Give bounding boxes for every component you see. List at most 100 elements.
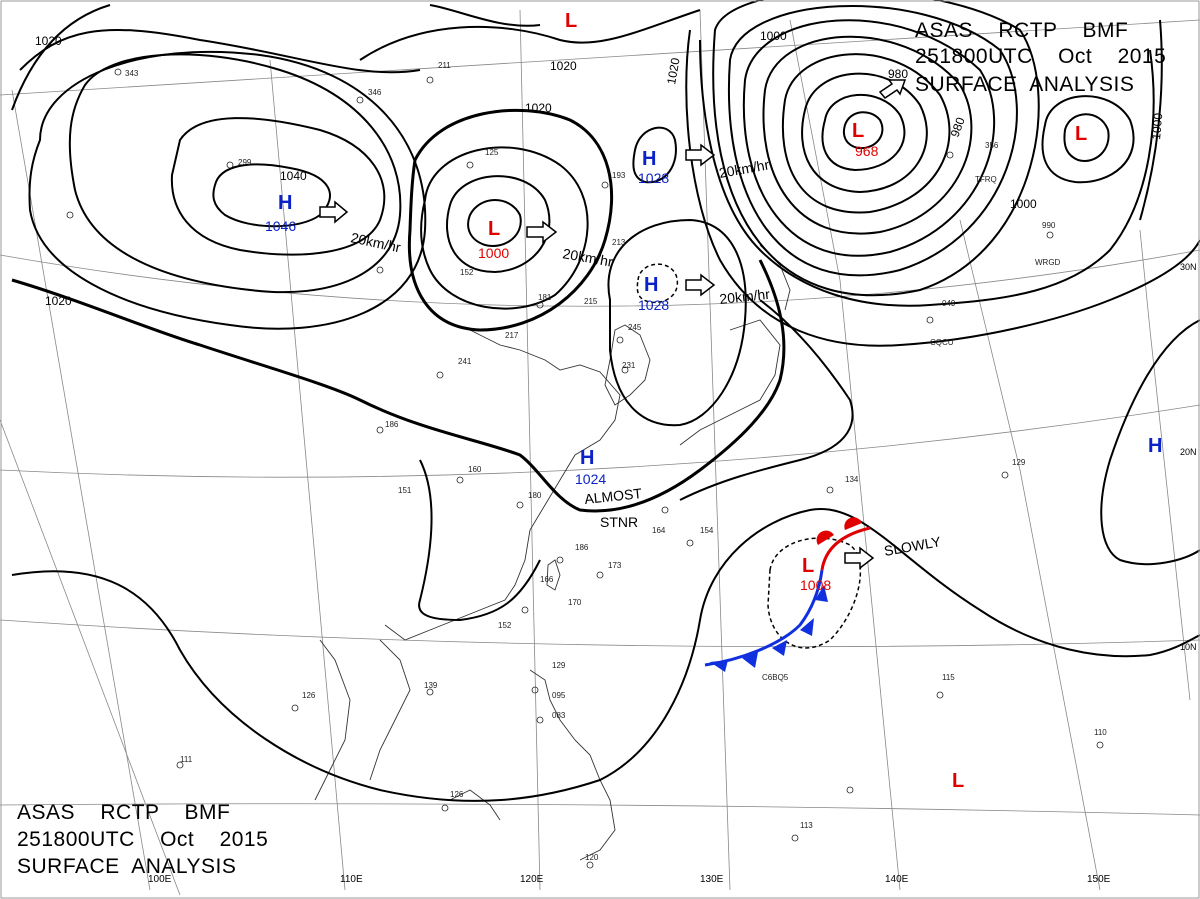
high-center-value: 1028 (638, 170, 669, 186)
longitude-labels: 100E 110E 120E 130E 140E 150E (148, 874, 1111, 885)
isobar-label: 1020 (35, 34, 62, 48)
lon-label: 140E (885, 874, 909, 885)
stationary-note-almost: ALMOST (584, 485, 643, 507)
station-value: 152 (460, 268, 474, 277)
low-center-value: 968 (855, 143, 879, 159)
arrow-icon (685, 273, 716, 297)
header-line-2: 251800UTC Oct 2015 (915, 45, 1166, 68)
isobar-label: 1020 (45, 294, 72, 308)
coastlines (314, 244, 791, 861)
station-value: 170 (568, 598, 582, 607)
header-top-right: ASAS RCTP BMF 251800UTC Oct 2015 SURFACE… (915, 19, 1166, 96)
high-center-symbol: H (1148, 435, 1162, 457)
station-code: CQCU (930, 338, 954, 347)
station-value: 095 (552, 691, 566, 700)
station-value: 213 (612, 238, 626, 247)
low-center-value: 1008 (800, 577, 831, 593)
low-center-symbol: L (1075, 123, 1087, 145)
station-value: 139 (424, 681, 438, 690)
station-value: 211 (438, 61, 451, 70)
movement-speed: 20km/hr (719, 286, 771, 307)
station-value: 186 (575, 543, 589, 552)
isobar-label: 1020 (664, 56, 682, 85)
high-center-value: 1024 (575, 471, 606, 487)
station-value: 129 (1012, 458, 1026, 467)
arrow-icon (685, 143, 716, 167)
low-center-symbol: L (565, 10, 577, 32)
low-center-symbol: L (952, 770, 964, 792)
lon-label: 100E (148, 874, 172, 885)
high-center-value: 1028 (638, 297, 669, 313)
arrow-icon (526, 220, 558, 244)
station-value: 125 (485, 148, 499, 157)
movement-arrows (319, 79, 907, 570)
header-line-2: 251800UTC Oct 2015 (17, 828, 268, 851)
station-code: WRGD (1035, 258, 1061, 267)
latitude-labels: 30N 20N 10N (1180, 262, 1197, 652)
arrow-icon (878, 79, 907, 99)
low-center-symbol: L (802, 555, 814, 577)
station-value: 126 (302, 691, 316, 700)
pressure-centers: H 1046 L 1000 H 1028 H 1028 H 1024 L 968… (265, 10, 1162, 792)
station-value: 241 (458, 357, 472, 366)
isobar-label: 980 (888, 67, 908, 81)
station-value: 126 (450, 790, 464, 799)
arrow-icon (844, 546, 875, 570)
isobar-labels: 1020 1020 1020 1020 1020 1040 1000 980 9… (35, 29, 1165, 308)
station-code: TFRQ (975, 175, 997, 184)
station-value: 186 (385, 420, 399, 429)
isobar-label: 1020 (550, 59, 577, 73)
header-bottom-left: ASAS RCTP BMF 251800UTC Oct 2015 SURFACE… (17, 801, 268, 878)
station-value: 151 (398, 486, 412, 495)
low-center-symbol: L (852, 120, 864, 142)
station-value: 217 (505, 331, 519, 340)
station-value: 343 (125, 69, 139, 78)
isobars (11, 0, 1200, 802)
station-value: 049 (942, 299, 956, 308)
station-value: 346 (368, 88, 382, 97)
cold-front (704, 569, 828, 672)
header-line-1: ASAS RCTP BMF (915, 19, 1128, 42)
lat-label: 20N (1180, 447, 1197, 457)
station-value: 115 (942, 673, 955, 682)
station-value: 193 (612, 171, 626, 180)
low-center-value: 1000 (478, 245, 509, 261)
high-center-value: 1046 (265, 218, 296, 234)
station-code: C6BQ5 (762, 673, 789, 682)
isobar-label: 1000 (1010, 197, 1037, 211)
high-center-symbol: H (278, 192, 292, 214)
station-value: 083 (552, 711, 566, 720)
arrow-icon (319, 200, 349, 224)
isobar-label: 1000 (1149, 112, 1165, 140)
low-center-symbol: L (488, 218, 500, 240)
station-plots: TFRQ WRGD CQCU C6BQ5 343 211 346 299 125… (66, 61, 1107, 869)
isobar-label: 1020 (525, 101, 552, 115)
high-center-symbol: H (580, 447, 594, 469)
isobar-label: 980 (948, 115, 968, 139)
station-value: 173 (608, 561, 622, 570)
station-value: 356 (985, 141, 999, 150)
lon-label: 120E (520, 874, 544, 885)
lat-label: 30N (1180, 262, 1197, 272)
station-value: 180 (528, 491, 542, 500)
station-value: 231 (622, 361, 636, 370)
station-value: 152 (498, 621, 512, 630)
isobar-label: 1000 (760, 29, 787, 43)
station-value: 299 (238, 158, 252, 167)
lon-label: 150E (1087, 874, 1111, 885)
station-value: 111 (180, 755, 193, 764)
stationary-note-stnr: STNR (600, 514, 638, 530)
station-value: 134 (845, 475, 859, 484)
station-value: 129 (552, 661, 566, 670)
station-value: 215 (584, 297, 598, 306)
lon-label: 130E (700, 874, 724, 885)
station-value: 113 (800, 821, 813, 830)
station-value: 990 (1042, 221, 1056, 230)
station-value: 120 (585, 853, 599, 862)
warm-front (816, 517, 871, 571)
high-center-symbol: H (644, 274, 658, 296)
station-value: 166 (540, 575, 554, 584)
isobar-label: 1040 (280, 169, 307, 183)
